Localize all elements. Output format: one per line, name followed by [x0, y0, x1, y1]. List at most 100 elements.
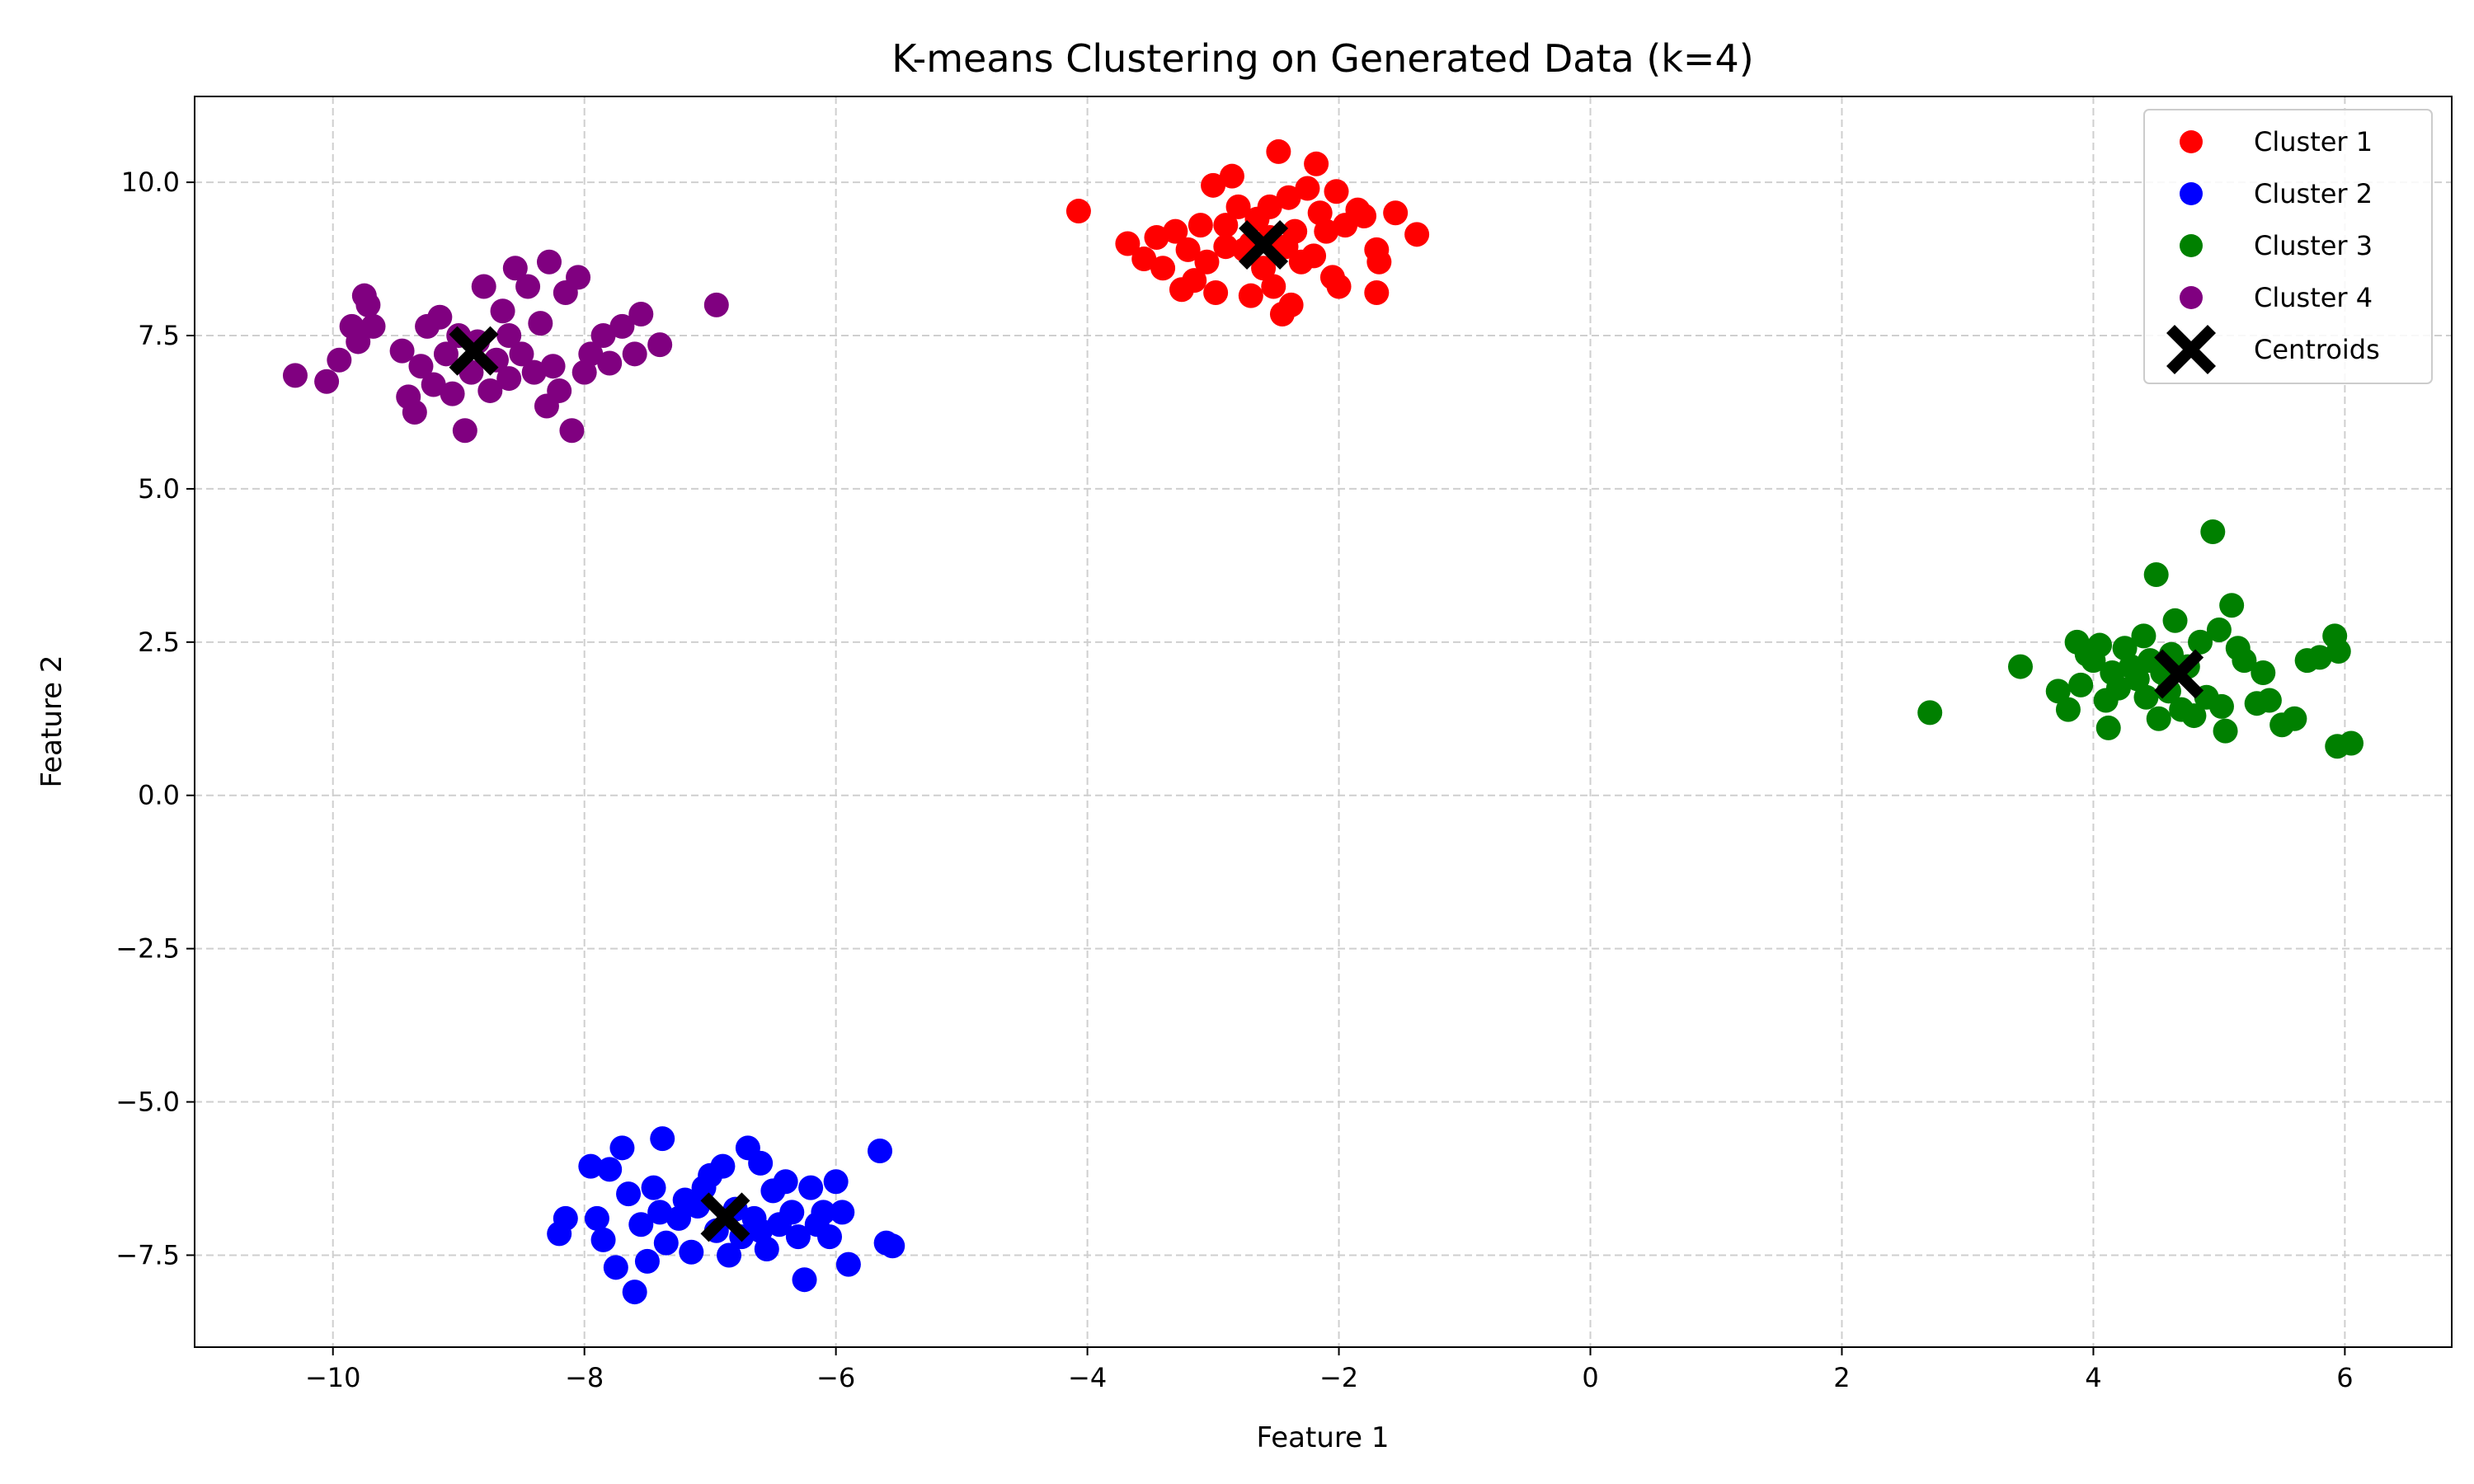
cluster-3-point: [2219, 593, 2245, 618]
cluster-3-point: [2146, 706, 2171, 731]
cluster-3-point: [2105, 675, 2131, 701]
centroid-marker: [1239, 219, 1289, 270]
cluster-2-point: [779, 1200, 805, 1225]
cluster-4-point: [477, 378, 503, 403]
centroid-marker: [2154, 649, 2204, 699]
cluster-2-point: [609, 1135, 635, 1161]
centroid-layer: [449, 219, 2204, 1242]
cluster-1-point: [1131, 247, 1157, 272]
legend-marker: [2180, 130, 2203, 153]
cluster-2-point: [880, 1233, 905, 1259]
cluster-1-point: [1213, 234, 1239, 260]
cluster-4-point: [389, 338, 415, 364]
cluster-3-point: [2208, 693, 2234, 719]
cluster-4-point: [547, 378, 572, 403]
cluster-4-point: [521, 359, 547, 385]
cluster-1-point: [1266, 139, 1291, 164]
cluster-4-point: [490, 298, 515, 324]
cluster-3-point: [2045, 679, 2071, 704]
cluster-3-point: [2055, 697, 2081, 722]
cluster-3-point: [2143, 562, 2169, 588]
legend-label: Cluster 2: [2254, 178, 2373, 209]
cluster-1-point: [1276, 185, 1301, 210]
y-tick-label: 7.5: [138, 320, 180, 351]
cluster-2-point: [616, 1181, 642, 1207]
cluster-1-point: [1278, 292, 1304, 317]
cluster-1-point: [1175, 237, 1201, 262]
cluster-2-point: [823, 1169, 849, 1195]
cluster-4-point: [622, 341, 647, 367]
cluster-4-point: [402, 399, 427, 425]
x-tick-label: −8: [565, 1362, 604, 1393]
cluster-4-point: [314, 369, 340, 394]
y-tick-label: 10.0: [121, 167, 180, 198]
cluster-1-point: [1188, 213, 1213, 238]
cluster-2-point: [868, 1139, 893, 1164]
cluster-3-point: [2095, 715, 2121, 740]
cluster-1-point: [1201, 172, 1226, 198]
y-tick-label: −7.5: [115, 1239, 180, 1270]
cluster-1-point: [1314, 218, 1339, 244]
cluster-4-point: [528, 311, 553, 336]
cluster-1-point: [1213, 213, 1239, 238]
cluster-4-point: [346, 329, 371, 355]
cluster-3-point: [2068, 672, 2094, 697]
cluster-1-point: [1182, 268, 1207, 294]
centroid-marker: [700, 1192, 750, 1242]
cluster-1-point: [1238, 283, 1263, 308]
cluster-2-point: [710, 1153, 736, 1179]
cluster-1-point: [1324, 179, 1349, 204]
cluster-2-point: [650, 1126, 675, 1152]
cluster-2-point: [792, 1267, 817, 1293]
cluster-4-point: [452, 418, 477, 444]
cluster-3-point: [2181, 703, 2207, 729]
cluster-1-point: [1115, 231, 1141, 256]
x-tick-label: −4: [1068, 1362, 1107, 1393]
cluster-1-point: [1404, 222, 1430, 247]
cluster-1-point: [1163, 218, 1188, 244]
cluster-1-point: [1225, 194, 1251, 219]
cluster-2-point: [641, 1175, 666, 1200]
cluster-2-point: [785, 1224, 811, 1250]
cluster-4-point: [327, 347, 352, 373]
cluster-4-point: [578, 341, 604, 367]
cluster-4-point: [590, 323, 616, 349]
cluster-1-point: [1352, 204, 1377, 229]
legend-marker: [2180, 182, 2203, 205]
legend-marker: [2180, 286, 2203, 309]
cluster-1-point: [1065, 199, 1091, 224]
x-tick-label: −10: [305, 1362, 361, 1393]
cluster-2-point: [835, 1252, 861, 1277]
cluster-3-point: [2326, 638, 2351, 664]
cluster-4-point: [421, 372, 446, 397]
cluster-4-point: [515, 274, 541, 299]
cluster-1-point: [1366, 249, 1392, 275]
cluster-4-point: [440, 381, 465, 406]
cluster-4-point: [540, 354, 566, 379]
y-tick-label: −5.0: [115, 1087, 180, 1118]
cluster-1-point: [1326, 274, 1352, 299]
cluster-4-point: [427, 304, 453, 330]
cluster-3-point: [2200, 519, 2226, 544]
cluster-1-point: [1203, 279, 1229, 305]
cluster-1-point: [1364, 279, 1390, 305]
cluster-3-point: [2206, 617, 2232, 642]
cluster-3-point: [2188, 629, 2213, 655]
y-tick-label: 2.5: [138, 627, 180, 658]
cluster-3-point: [2131, 623, 2157, 649]
x-tick-label: −2: [1319, 1362, 1358, 1393]
cluster-1-point: [1144, 225, 1169, 251]
legend-marker: [2180, 234, 2203, 257]
cluster-1-point: [1150, 256, 1176, 281]
cluster-2-point: [817, 1224, 843, 1250]
cluster-2-point: [590, 1227, 616, 1252]
cluster-4-point: [628, 301, 654, 326]
cluster-2-point: [717, 1242, 742, 1268]
cluster-1-point: [1194, 249, 1220, 275]
cluster-1-point: [1383, 200, 1409, 226]
x-tick-label: 2: [1833, 1362, 1850, 1393]
cluster-4-point: [355, 292, 381, 317]
ticks-layer: −10 −8 −6 −4 −2 0 2 4 6 −7.5 −5.0 −2.5 0.0 2.5 5.0 7.5 1…: [115, 167, 2353, 1393]
cluster-3-point: [2162, 608, 2188, 633]
